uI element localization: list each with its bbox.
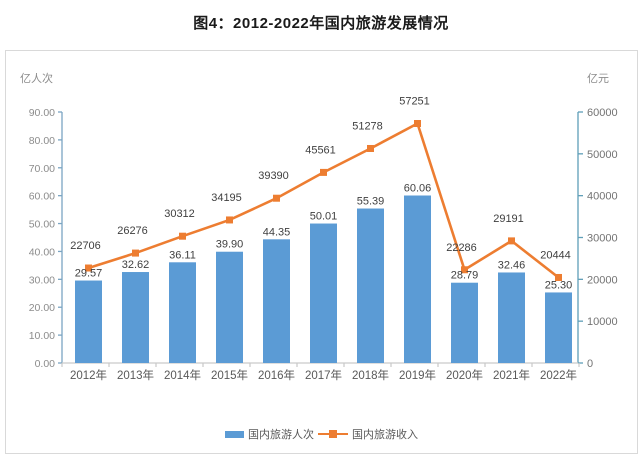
chart-svg: 亿人次 亿元 0.00 10.00 20.00 30.00 40.00 50.00 60.00 7… bbox=[20, 71, 618, 382]
bar-value-label: 36.11 bbox=[169, 249, 196, 261]
right-axis-tick-label: 10000 bbox=[587, 316, 618, 328]
left-axis-tick-label: 0.00 bbox=[35, 358, 56, 370]
left-axis-tick-label: 70.00 bbox=[29, 163, 55, 175]
x-axis-category-label: 2019年 bbox=[399, 368, 436, 382]
line-value-label: 34195 bbox=[211, 192, 242, 204]
x-axis-category-label: 2012年 bbox=[70, 368, 107, 382]
chart-title: 图4：2012-2022年国内旅游发展情况 bbox=[193, 15, 449, 32]
right-axis-tick-label: 50000 bbox=[587, 149, 618, 161]
chart-legend: 国内旅游人次 国内旅游收入 bbox=[6, 426, 637, 442]
line-marker-2016年 bbox=[273, 194, 280, 202]
bar-2016年 bbox=[263, 239, 290, 363]
bar-value-label: 28.79 bbox=[451, 270, 479, 282]
left-axis-tick-label: 30.00 bbox=[29, 274, 55, 286]
bar-2017年 bbox=[310, 223, 337, 363]
left-axis-tick-label: 80.00 bbox=[29, 135, 55, 147]
legend-label-line-series: 国内旅游收入 bbox=[352, 429, 418, 441]
line-value-label: 20444 bbox=[540, 249, 571, 261]
line-marker-2014年 bbox=[179, 232, 186, 240]
line-marker-2018年 bbox=[367, 144, 374, 152]
chart-panel: 亿人次 亿元 0.00 10.00 20.00 30.00 40.00 50.00 60.00 7… bbox=[5, 50, 638, 454]
line-marker-2013年 bbox=[132, 249, 139, 257]
line-marker-2012年 bbox=[85, 264, 92, 272]
x-axis-category-label: 2017年 bbox=[305, 368, 342, 382]
bar-value-label: 29.57 bbox=[75, 268, 103, 280]
x-axis-category-label: 2022年 bbox=[540, 368, 577, 382]
left-axis-tick-label: 90.00 bbox=[29, 107, 55, 119]
line-marker-2022年 bbox=[555, 273, 562, 281]
line-marker-2020年 bbox=[461, 266, 468, 274]
left-axis-tick-label: 10.00 bbox=[29, 330, 55, 342]
line-value-label: 26276 bbox=[117, 225, 148, 237]
left-axis-unit-label: 亿人次 bbox=[20, 71, 53, 85]
x-axis-category-label: 2013年 bbox=[117, 368, 154, 382]
left-axis-tick-label: 40.00 bbox=[29, 246, 55, 258]
bar-2020年 bbox=[451, 282, 478, 363]
bar-2019年 bbox=[404, 195, 431, 363]
line-value-label: 29191 bbox=[493, 213, 524, 225]
legend-label-bar-series: 国内旅游人次 bbox=[248, 429, 314, 441]
left-axis-tick-label: 20.00 bbox=[29, 302, 55, 314]
line-marker-2015年 bbox=[226, 216, 233, 224]
right-axis-tick-label: 40000 bbox=[587, 191, 618, 203]
legend-item-bar-series: 国内旅游人次 bbox=[225, 426, 314, 442]
right-axis-unit-label: 亿元 bbox=[587, 72, 609, 85]
bar-value-label: 44.35 bbox=[263, 226, 291, 238]
bar-value-label: 32.46 bbox=[498, 259, 526, 271]
left-axis-tick-label: 60.00 bbox=[29, 191, 55, 203]
line-marker-2021年 bbox=[508, 237, 515, 245]
bar-2022年 bbox=[545, 292, 572, 363]
bar-2014年 bbox=[169, 262, 196, 363]
bar-value-label: 55.39 bbox=[357, 196, 385, 208]
x-axis-category-label: 2020年 bbox=[446, 368, 483, 382]
bar-2012年 bbox=[75, 280, 102, 363]
right-axis-tick-label: 0 bbox=[587, 358, 593, 370]
bar-value-label: 50.01 bbox=[310, 211, 338, 223]
bar-series-swatch-icon bbox=[225, 430, 244, 438]
x-axis-category-label: 2015年 bbox=[211, 368, 248, 382]
bar-value-label: 32.62 bbox=[122, 259, 150, 271]
line-value-label: 51278 bbox=[352, 120, 383, 132]
bar-value-label: 39.90 bbox=[216, 239, 244, 251]
bar-2018年 bbox=[357, 208, 384, 363]
line-value-label: 22286 bbox=[446, 242, 477, 254]
legend-item-line-series: 国内旅游收入 bbox=[318, 426, 418, 442]
x-axis-category-label: 2021年 bbox=[493, 368, 530, 382]
right-axis-tick-label: 60000 bbox=[587, 107, 618, 119]
x-axis-category-label: 2016年 bbox=[258, 368, 295, 382]
line-series-swatch-icon bbox=[318, 430, 348, 438]
x-axis-category-label: 2014年 bbox=[164, 368, 201, 382]
right-axis-tick-label: 30000 bbox=[587, 233, 618, 245]
line-marker-2017年 bbox=[320, 168, 327, 176]
line-marker-2019年 bbox=[414, 119, 421, 127]
line-value-label: 45561 bbox=[305, 144, 336, 156]
bar-2013年 bbox=[122, 272, 149, 363]
bar-2015年 bbox=[216, 251, 243, 363]
left-axis-tick-label: 50.00 bbox=[29, 219, 55, 231]
bar-value-label: 25.30 bbox=[545, 279, 573, 291]
line-value-label: 57251 bbox=[399, 95, 430, 107]
bar-2021年 bbox=[498, 272, 525, 363]
bar-value-label: 60.06 bbox=[404, 182, 432, 194]
x-axis-category-label: 2018年 bbox=[352, 368, 389, 382]
line-value-label: 30312 bbox=[164, 208, 195, 220]
right-axis-tick-label: 20000 bbox=[587, 274, 618, 286]
line-value-label: 39390 bbox=[258, 170, 289, 182]
line-value-label: 22706 bbox=[70, 240, 101, 252]
